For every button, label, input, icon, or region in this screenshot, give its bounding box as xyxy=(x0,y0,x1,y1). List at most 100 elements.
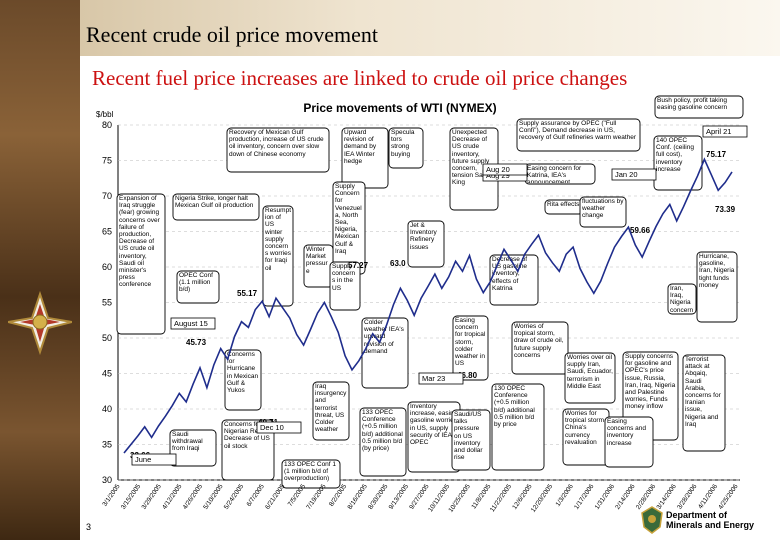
annotation-callout: Saudi withdrawal from Iraqi xyxy=(169,429,217,467)
annotation-callout: fluctuations by weather change xyxy=(579,196,627,228)
y-tick-label: 65 xyxy=(102,227,112,237)
slide-number: 3 xyxy=(86,522,92,532)
callout-text: Worries over oil supply Iran, Saudi, Ecu… xyxy=(567,354,613,390)
annotation-callout: Upward revision of demand by IEA Winter … xyxy=(341,127,389,189)
callout-box xyxy=(682,354,726,452)
annotation-callout: Supply concerns in the US xyxy=(329,261,361,311)
callout-text: Nigeria Strike, longer halt Mexican Gulf… xyxy=(175,195,254,210)
value-label: 75.17 xyxy=(706,150,727,159)
callout-box xyxy=(511,321,569,375)
y-tick-label: 45 xyxy=(102,369,112,379)
date-label: June xyxy=(135,455,151,464)
callout-box xyxy=(491,383,545,471)
callout-text: Decrease of US gasoline inventory, effec… xyxy=(492,256,528,292)
date-label: August 15 xyxy=(174,319,208,328)
annotation-callout: Iraq insurgency and terrorist threat, US… xyxy=(312,381,350,441)
x-tick-label: 3/15/2005 xyxy=(120,483,143,511)
x-tick-label: 5/10/2005 xyxy=(202,483,225,511)
date-label-box xyxy=(131,453,177,466)
annotation-callout: Concerns for Hurricane in Mexican Gulf &… xyxy=(224,349,262,411)
callout-box xyxy=(221,419,275,481)
price-series-line xyxy=(123,157,733,454)
callout-text: Worries of tropical storm, draw of crude… xyxy=(514,323,564,359)
callout-text: Resumption of US winter supply concerns … xyxy=(265,207,291,272)
value-label: 59.66 xyxy=(630,226,651,235)
callout-text: Supply concerns for gasoline and OPEC's … xyxy=(625,353,676,411)
y-tick-label: 40 xyxy=(102,404,112,414)
x-tick-label: 9/13/2005 xyxy=(388,483,411,511)
callout-text: Specula tors strong buying xyxy=(391,129,415,158)
callout-box xyxy=(654,95,744,119)
value-label: 63.0 xyxy=(390,259,406,268)
annotation-callout: Saudi/US talks pressure on US inventory … xyxy=(451,409,491,471)
callout-box xyxy=(696,251,738,323)
callout-box xyxy=(452,315,489,381)
annotation-callout: Unexpected Decrease of US crude inventor… xyxy=(449,127,499,211)
y-tick-label: 55 xyxy=(102,298,112,308)
x-tick-label: 1/31/2006 xyxy=(594,483,617,511)
callout-box xyxy=(604,416,654,468)
annotation-callout: Specula tors strong buying xyxy=(388,127,424,169)
date-label: Jan 20 xyxy=(615,170,638,179)
x-tick-label: 8/30/2005 xyxy=(367,483,390,511)
annotation-callout: Terrorist attack at Abqaiq, Saudi Arabia… xyxy=(682,354,726,452)
value-label: 45.73 xyxy=(186,338,207,347)
x-tick-label: 11/8/2005 xyxy=(470,483,492,511)
x-tick-label: 4/26/2005 xyxy=(182,483,205,511)
date-label: Aug 20 xyxy=(486,165,510,174)
dept-line1: Department of xyxy=(666,510,728,520)
x-tick-label: 11/22/2005 xyxy=(489,483,513,514)
coat-of-arms-icon xyxy=(641,506,663,534)
callout-text: Hurricane, gasoline, Iran, Nigeria tight… xyxy=(699,253,735,289)
callout-box xyxy=(329,261,361,311)
callout-text: Supply Concern for Venezuela, North Sea,… xyxy=(335,183,362,255)
callout-text: Inventory increase, easing gasoline worr… xyxy=(410,403,458,447)
callout-box xyxy=(516,118,641,152)
annotation-callout: 133 OPEC Conference (+0.5 million b/d) a… xyxy=(359,407,407,477)
slide-title: Recent crude oil price movement xyxy=(86,22,378,47)
annotation-callout: Supply Concern for Venezuela, North Sea,… xyxy=(332,181,366,275)
y-tick-label: 80 xyxy=(102,120,112,130)
y-tick-label: 50 xyxy=(102,333,112,343)
callout-box xyxy=(653,135,703,191)
annotation-callout: Easing concerns and inventory increase xyxy=(604,416,654,468)
x-tick-label: 3/29/2005 xyxy=(141,483,164,511)
callout-box xyxy=(176,270,220,304)
date-label-box xyxy=(418,372,464,385)
value-label: 46.80 xyxy=(457,371,478,380)
date-label-box xyxy=(482,163,528,176)
x-tick-label: 4/12/2005 xyxy=(161,483,184,511)
callout-text: Saudi/US talks pressure on US inventory … xyxy=(454,411,483,462)
slide-subtitle: Recent fuel price increases are linked t… xyxy=(92,66,628,90)
x-tick-label: 12/20/2005 xyxy=(530,483,555,514)
callout-text: Easing concern for tropical storm, colde… xyxy=(455,317,486,368)
callout-text: Jet & Inventory Refinery issues xyxy=(410,222,437,251)
callout-box xyxy=(224,349,262,411)
callout-text: Easing concerns and inventory increase xyxy=(607,418,647,447)
x-tick-label: 10/25/2005 xyxy=(447,483,472,514)
callout-box xyxy=(172,193,260,221)
x-tick-label: 1/17/2006 xyxy=(573,483,596,511)
callout-text: Recovery of Mexican Gulf production, inc… xyxy=(229,129,324,158)
callout-text: Supply assurance by OPEC ("Full Confi"),… xyxy=(519,120,637,142)
x-tick-label: 4/25/2006 xyxy=(717,483,740,511)
callout-text: Unexpected Decrease of US crude inventor… xyxy=(452,129,492,187)
date-label-box xyxy=(170,317,216,330)
annotation-callout: Worries over oil supply Iran, Saudi, Ecu… xyxy=(564,352,616,404)
callout-text: OPEC Conf (1.1 million b/d) xyxy=(179,272,213,294)
callout-text: 140 OPEC Conf. (ceiling full cost), inve… xyxy=(656,137,694,173)
annotation-callout: Easing concern for tropical storm, colde… xyxy=(452,315,489,381)
annotation-callout: Winter Market pressure xyxy=(303,244,334,288)
value-label: 57.27 xyxy=(348,261,369,270)
annotation-callout: 140 OPEC Conf. (ceiling full cost), inve… xyxy=(653,135,703,191)
annotation-callout: Resumption of US winter supply concerns … xyxy=(262,205,294,307)
callout-box xyxy=(579,196,627,228)
callout-text: 130 OPEC Conference (+0.5 million b/d) a… xyxy=(494,385,535,429)
date-label-box xyxy=(256,421,302,434)
callout-text: Worries for tropical storm, China's curr… xyxy=(565,410,606,446)
x-tick-label: 9/27/2005 xyxy=(408,483,431,511)
y-tick-label: 60 xyxy=(102,262,112,272)
date-label: Dec 10 xyxy=(260,423,284,432)
x-tick-label: 2/14/2006 xyxy=(614,483,637,511)
